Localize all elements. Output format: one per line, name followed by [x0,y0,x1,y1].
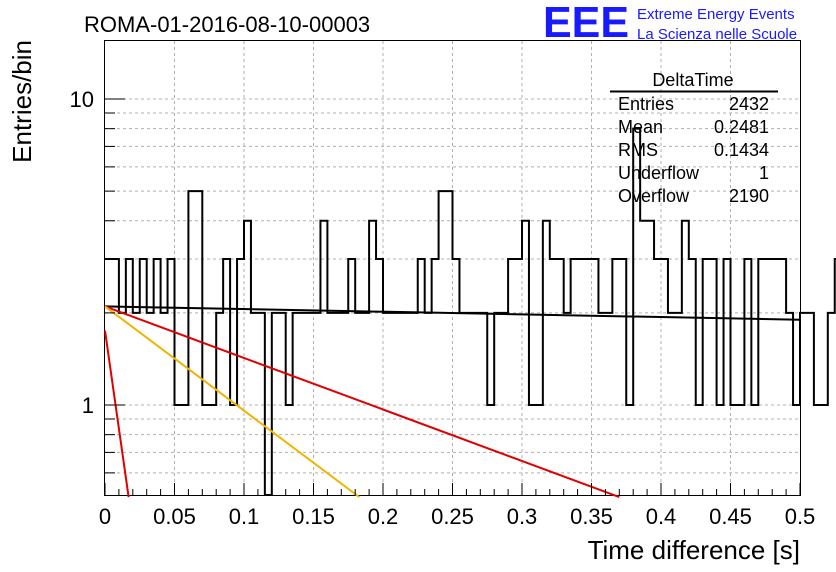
fit-curve [104,305,801,321]
x-tick-label: 0.15 [292,504,335,529]
fit-curve [104,305,620,499]
fit-curves [104,305,801,499]
stats-label: Mean [618,117,663,137]
x-tick-label: 0.45 [709,504,752,529]
y-tick-label: 10 [70,87,94,112]
x-axis-label: Time difference [s] [588,535,800,565]
x-tick-label: 0.5 [785,504,816,529]
eee-logo: EEE Extreme Energy Events La Scienza nel… [543,0,797,47]
stats-value: 2432 [729,94,769,114]
stats-value: 2190 [729,186,769,206]
x-tick-label: 0.25 [431,504,474,529]
stats-box: DeltaTime Entries 2432 Mean 0.2481 RMS 0.1434… [610,70,778,206]
x-tick-label: 0.05 [153,504,196,529]
x-tick-label: 0.35 [570,504,613,529]
fit-curve [104,330,130,498]
stats-value: 0.2481 [714,117,769,137]
y-tick-label: 1 [82,393,94,418]
logo-line2: La Scienza nelle Scuole [637,26,797,43]
stats-label: Entries [618,94,674,114]
logo-mark: EEE [543,0,629,47]
histogram-line [105,127,836,496]
stats-value: 1 [759,163,769,183]
x-tick-label: 0.3 [507,504,538,529]
x-tick-label: 0.4 [646,504,677,529]
axes: 0 0.05 0.1 0.15 0.2 0.25 0.3 0.35 0.4 0.45 0.5 1 10 [70,87,816,529]
stats-label: Underflow [618,163,700,183]
stats-rows: Entries 2432 Mean 0.2481 RMS 0.1434 Underflow 1… [618,94,769,206]
fit-curve [104,305,360,498]
histogram [105,127,836,496]
grid [105,41,800,495]
chart-title: ROMA-01-2016-08-10-00003 [84,12,370,37]
x-tick-label: 0.2 [368,504,399,529]
logo-line1: Extreme Energy Events [637,6,795,23]
x-tick-label: 0 [99,504,111,529]
stats-title: DeltaTime [652,70,733,90]
stats-label: RMS [618,140,658,160]
x-tick-label: 0.1 [229,504,260,529]
stats-label: Overflow [618,186,690,206]
stats-value: 0.1434 [714,140,769,160]
y-axis-label: Entries/bin [7,40,37,163]
